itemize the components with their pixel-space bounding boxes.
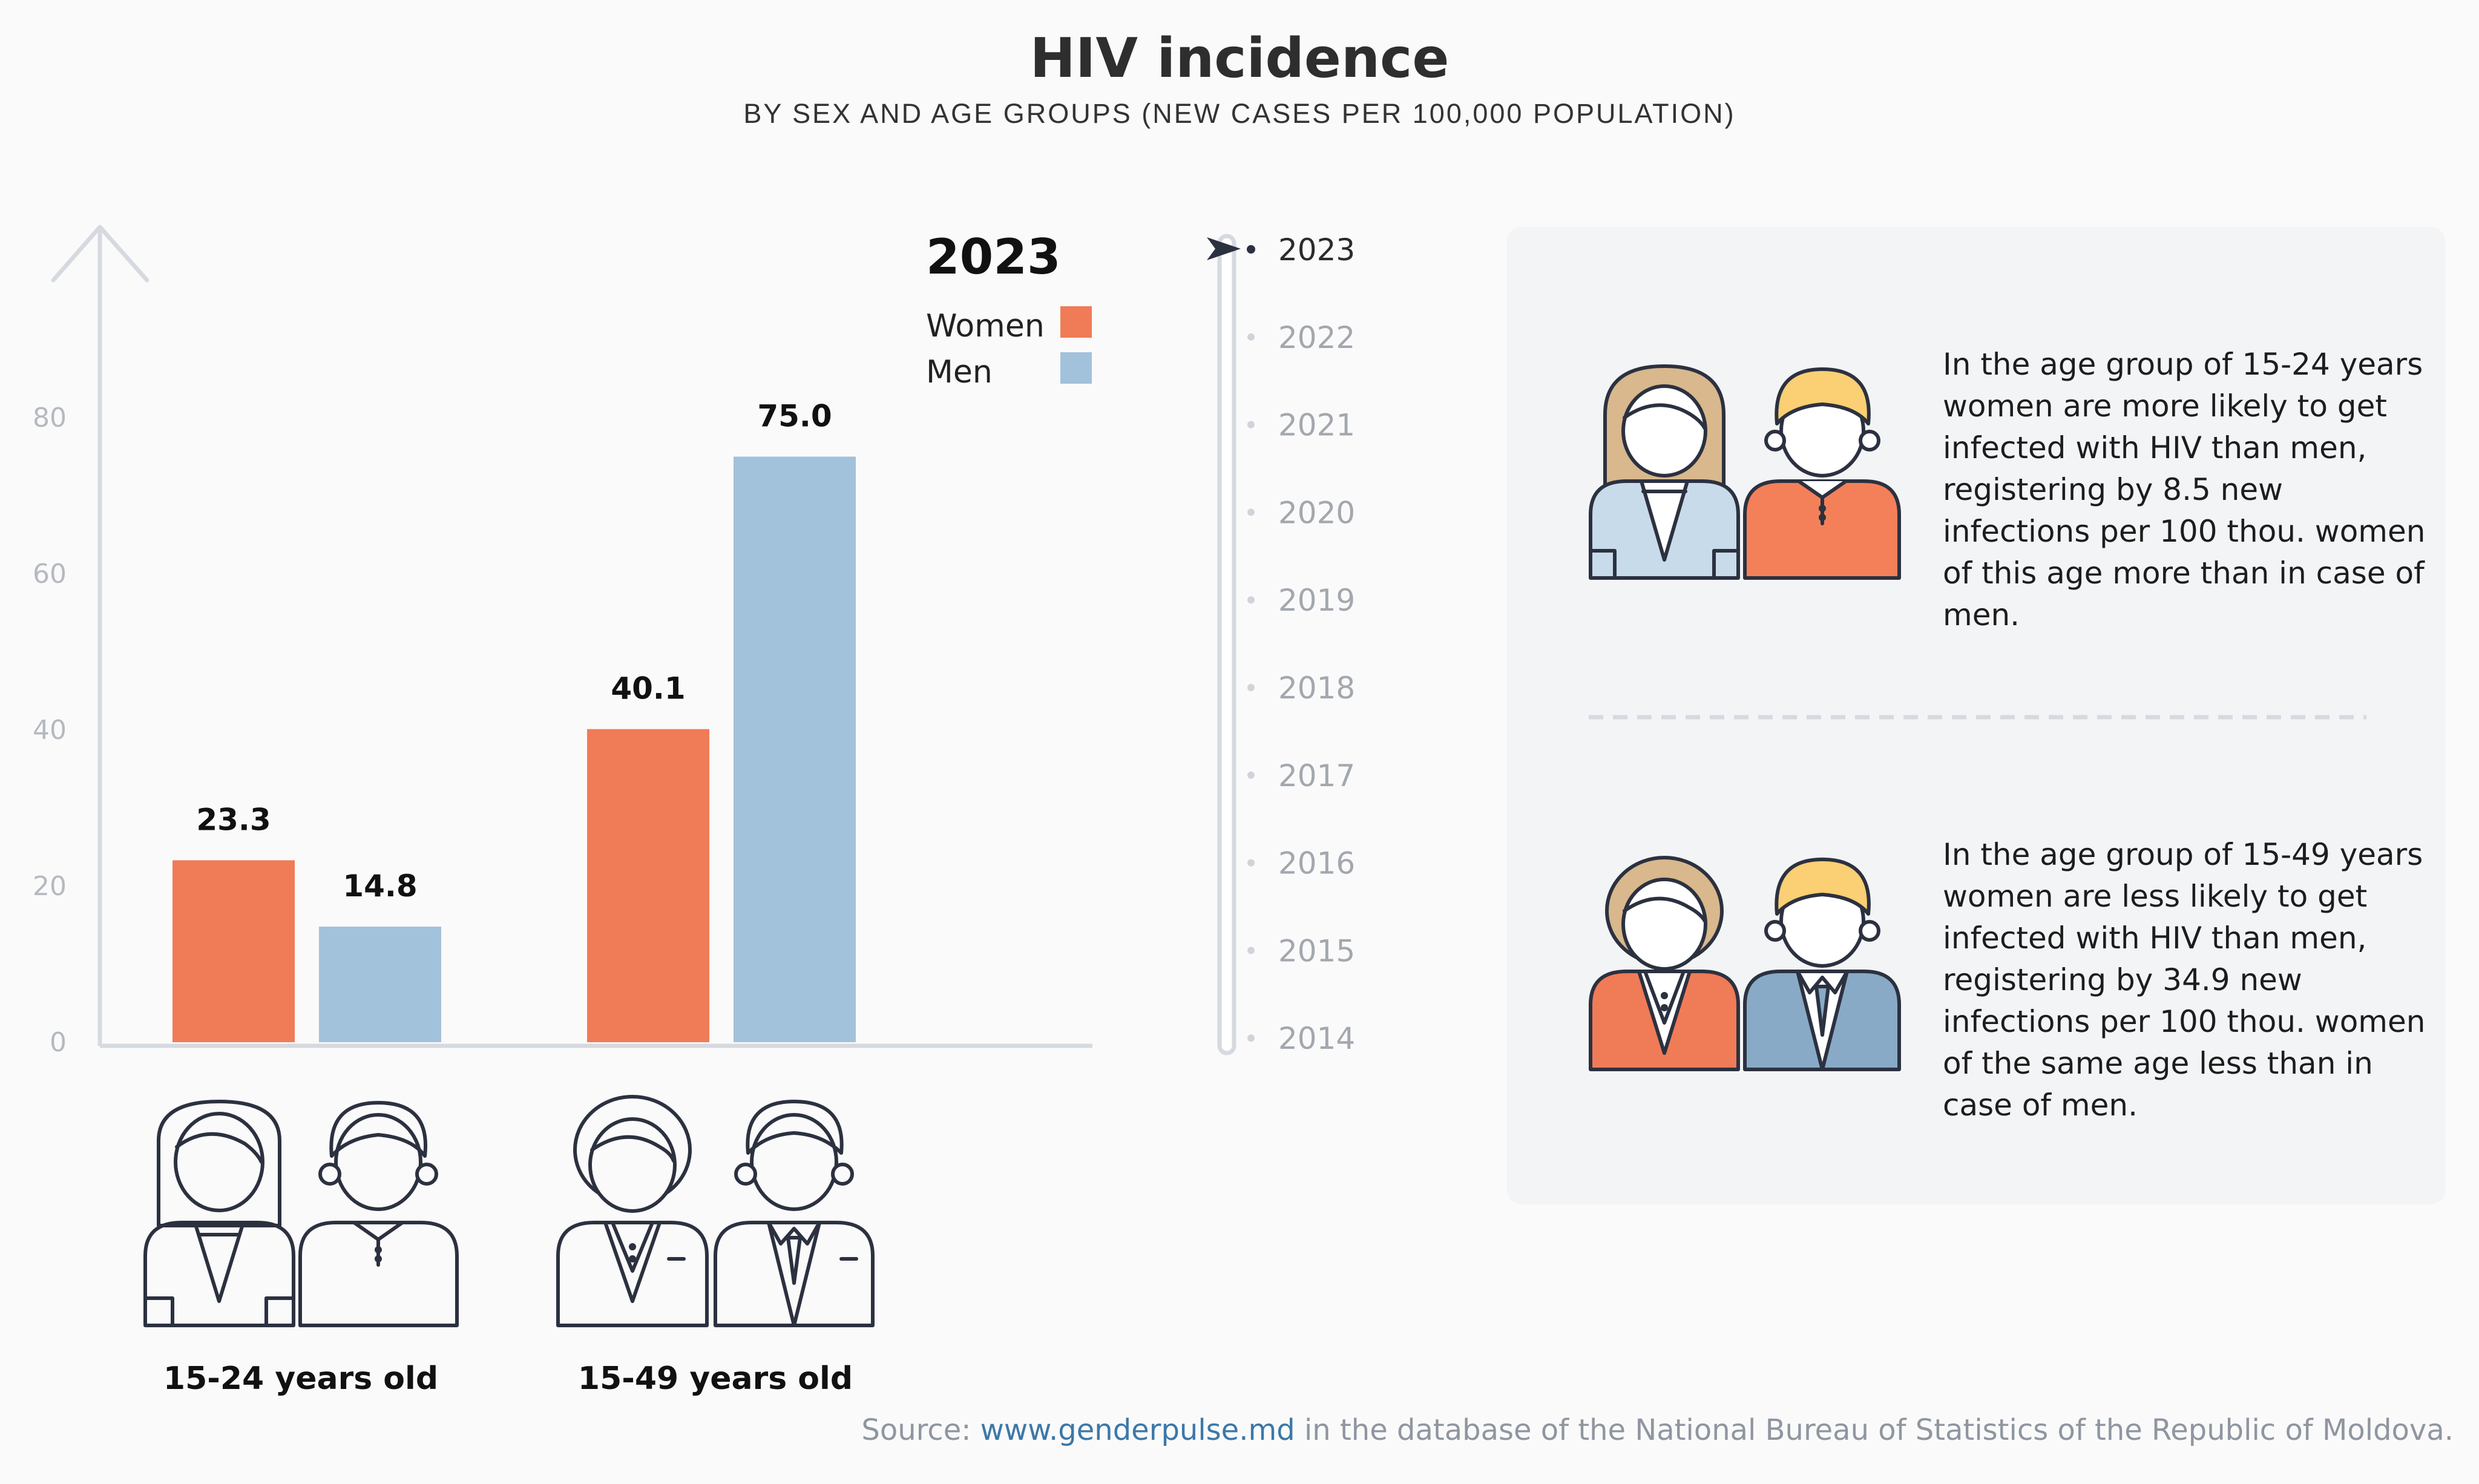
timeline-year-2018[interactable]: 2018 bbox=[1278, 671, 1355, 706]
y-tick-label: 20 bbox=[33, 871, 67, 902]
timeline-pointer-icon[interactable] bbox=[1207, 237, 1241, 260]
value-labels: 23.3 14.8 40.1 75.0 bbox=[196, 399, 832, 904]
timeline-track[interactable] bbox=[1217, 234, 1236, 1056]
source-suffix: in the database of the National Bureau o… bbox=[1295, 1413, 2454, 1447]
legend-women-swatch bbox=[1060, 306, 1092, 338]
y-tick-label: 40 bbox=[33, 715, 67, 746]
selected-year: 2023 bbox=[926, 229, 1061, 285]
woman-suit-icon bbox=[1589, 856, 1740, 1071]
value-label-men-0: 14.8 bbox=[343, 868, 417, 904]
timeline-year-2021[interactable]: 2021 bbox=[1278, 408, 1355, 443]
timeline-dot-2018[interactable] bbox=[1247, 684, 1255, 691]
timeline-dot-2021[interactable] bbox=[1247, 421, 1255, 428]
y-tick-label: 60 bbox=[33, 559, 67, 589]
man-icon bbox=[298, 1101, 459, 1327]
timeline-year-2016[interactable]: 2016 bbox=[1278, 846, 1355, 881]
timeline-year-2019[interactable]: 2019 bbox=[1278, 583, 1355, 618]
timeline-year-2023[interactable]: 2023 bbox=[1278, 232, 1355, 268]
legend-men-label: Men bbox=[926, 354, 993, 390]
timeline-dot-2019[interactable] bbox=[1247, 596, 1255, 604]
timeline-dot-2020[interactable] bbox=[1247, 508, 1255, 516]
timeline-dot-2023[interactable] bbox=[1247, 245, 1255, 254]
bar-men-1 bbox=[734, 456, 856, 1042]
timeline-year-2017[interactable]: 2017 bbox=[1278, 758, 1355, 793]
y-tick-label: 0 bbox=[50, 1027, 67, 1058]
y-tick-labels: 0 20 40 60 80 bbox=[33, 402, 67, 1058]
group-label-15-24: 15-24 years old bbox=[163, 1361, 438, 1397]
man-suit-icon bbox=[714, 1100, 875, 1327]
note-15-24: In the age group of 15-24 years women ar… bbox=[1943, 347, 2426, 632]
bar-men-0 bbox=[319, 927, 441, 1042]
timeline-year-2014[interactable]: 2014 bbox=[1278, 1021, 1355, 1056]
timeline-dot-2022[interactable] bbox=[1247, 333, 1255, 341]
woman-suit-icon bbox=[556, 1095, 709, 1327]
woman-icon bbox=[1589, 364, 1740, 580]
y-tick-label: 80 bbox=[33, 402, 67, 433]
man-suit-icon bbox=[1743, 858, 1901, 1071]
year-timeline[interactable]: 2023 2022 2021 2020 2019 2018 2017 2016 2015 2014 bbox=[1207, 232, 1355, 1056]
timeline-year-2020[interactable]: 2020 bbox=[1278, 495, 1355, 530]
timeline-year-2022[interactable]: 2022 bbox=[1278, 320, 1355, 355]
page-title: HIV incidence bbox=[1029, 27, 1450, 90]
man-icon bbox=[1743, 367, 1901, 580]
page-subtitle: BY SEX AND AGE GROUPS (NEW CASES PER 100… bbox=[743, 98, 1736, 129]
group-label-15-49: 15-49 years old bbox=[578, 1361, 853, 1397]
timeline-dot-2017[interactable] bbox=[1247, 771, 1255, 779]
source-link[interactable]: www.genderpulse.md bbox=[980, 1413, 1295, 1447]
bar-women-0 bbox=[172, 860, 295, 1042]
bars bbox=[172, 456, 856, 1042]
bar-women-1 bbox=[587, 729, 709, 1042]
legend-men-swatch bbox=[1060, 352, 1092, 384]
timeline-year-2015[interactable]: 2015 bbox=[1278, 933, 1355, 968]
timeline-dot-2016[interactable] bbox=[1247, 859, 1255, 867]
value-label-women-1: 40.1 bbox=[611, 671, 685, 706]
woman-icon bbox=[143, 1100, 295, 1327]
timeline-dot-2015[interactable] bbox=[1247, 947, 1255, 954]
value-label-men-1: 75.0 bbox=[757, 399, 832, 434]
source-prefix: Source: bbox=[861, 1413, 980, 1447]
y-axis bbox=[51, 225, 149, 1046]
note-15-49: In the age group of 15-49 years women ar… bbox=[1943, 837, 2426, 1123]
legend-women-label: Women bbox=[926, 308, 1045, 344]
source-note: Source: www.genderpulse.md in the databa… bbox=[861, 1413, 2454, 1447]
value-label-women-0: 23.3 bbox=[196, 802, 271, 837]
timeline-dot-2014[interactable] bbox=[1247, 1034, 1255, 1042]
